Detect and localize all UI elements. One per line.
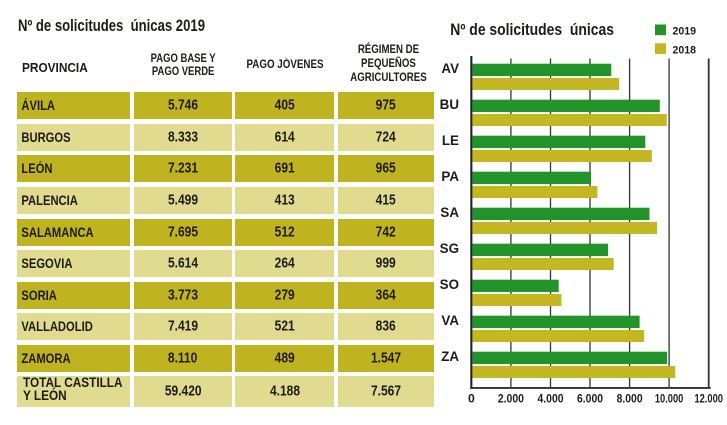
svg-text:2018: 2018 [673, 45, 697, 57]
svg-text:VA: VA [441, 313, 459, 328]
svg-text:BU: BU [440, 97, 459, 112]
svg-text:LE: LE [442, 133, 459, 148]
svg-text:4.000: 4.000 [538, 392, 564, 406]
svg-text:10.000: 10.000 [655, 392, 684, 406]
svg-text:2.000: 2.000 [498, 392, 524, 406]
svg-text:12.000: 12.000 [694, 392, 723, 406]
svg-text:6.000: 6.000 [577, 392, 603, 406]
svg-text:0: 0 [468, 392, 475, 406]
svg-text:Nº de solicitudes únicas: Nº de solicitudes únicas [450, 21, 614, 39]
svg-text:SG: SG [440, 241, 459, 256]
svg-text:2019: 2019 [673, 26, 697, 38]
svg-text:SO: SO [440, 277, 459, 292]
svg-text:AV: AV [441, 61, 459, 76]
svg-text:ZA: ZA [441, 349, 459, 364]
svg-text:PA: PA [441, 169, 459, 184]
svg-text:SA: SA [440, 205, 459, 220]
svg-text:8.000: 8.000 [617, 392, 643, 406]
